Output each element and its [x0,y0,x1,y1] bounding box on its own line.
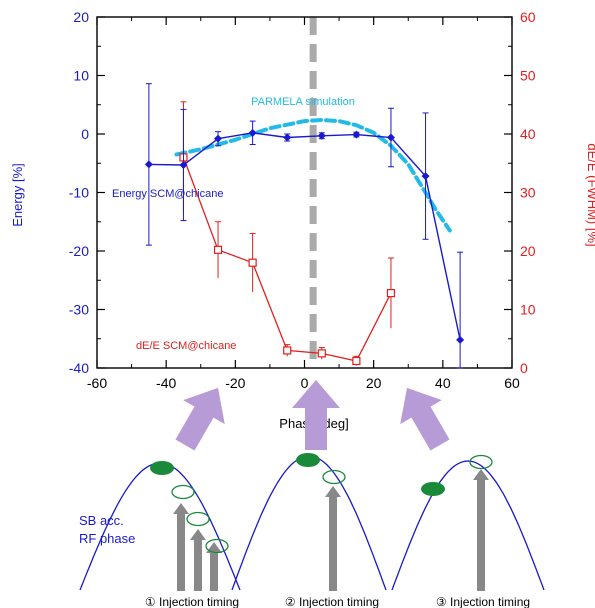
simulation-annotation: PARMELA simulation [251,96,355,108]
energy-point [283,133,292,142]
injection-arrow-shape [292,380,340,450]
plot-area: -60 -40 -20 0 20 40 60-40-30-20-10010200102030… [10,9,595,431]
timing-label-3: ③ Injection timing [436,595,530,608]
bunch-arrow [206,542,222,591]
spread-annotation: dE/E SCM@chicane [136,340,236,352]
y-left-tick-label: 0 [81,126,89,142]
bunch-arrow [473,469,489,591]
bunch-arrow-shaft [194,539,202,591]
rf-phase-diagram: SB acc. RF phase ① Injection timing ② Injec… [79,380,545,608]
y-right-tick-label: 50 [520,68,536,84]
energy-line [148,132,461,341]
bunch-outline [186,511,210,527]
spread-point [283,346,292,355]
y-right-tick-label: 30 [520,185,536,201]
bunch-arrow [190,529,206,591]
bunch-outline [469,454,493,470]
energy-point [352,130,361,139]
bunch-arrow-head [473,469,489,480]
rf-wave-3 [391,460,545,591]
y-left-tick-label: -30 [69,302,89,318]
bunch-outline [205,538,229,554]
injection-arrow-shape [175,387,225,451]
energy-point [421,172,430,181]
y-left-axis-label: Energy [%] [10,163,25,227]
energy-point [317,131,326,140]
bunch-arrow-shaft [177,513,185,591]
bunch-outline [171,484,195,500]
bunch-arrow [325,486,341,591]
bunch-arrow-shaft [210,552,218,591]
injection-arrow [400,387,450,451]
x-tick-label: 20 [366,375,382,391]
bunch-arrow-head [206,542,222,553]
y-left-tick-label: -40 [69,360,89,376]
y-right-tick-label: 40 [520,126,536,142]
spread-point [213,245,223,254]
injection-arrow [292,380,340,450]
bunch-outline [322,469,346,485]
x-tick-label: 60 [504,375,520,391]
x-tick-label: -40 [156,375,176,391]
curve-label-line2: RF phase [79,531,135,546]
spread-point [386,289,396,298]
y-right-tick-label: 10 [520,302,536,318]
energy-point [386,133,395,142]
energy-annotation: Energy SCM@chicane [112,188,223,200]
y-right-tick-label: 20 [520,243,536,259]
y-left-tick-label: 20 [73,9,89,25]
energy-point [179,161,188,170]
spread-point [352,356,361,366]
y-right-tick-label: 0 [520,360,528,376]
energy-point [248,128,257,137]
spread-point [317,349,326,358]
energy-point [144,160,153,169]
bunch-filled [150,461,174,475]
timing-label-1: ① Injection timing [145,595,239,608]
bunch-arrow-shaft [329,496,337,591]
timing-label-2: ② Injection timing [285,595,379,608]
x-tick-label: -20 [225,375,245,391]
y-right-axis-label: dE/E (FWHM) [%] [585,143,595,246]
bunch-arrow-head [173,503,189,514]
y-left-tick-label: -10 [69,185,89,201]
y-left-tick-label: 10 [73,68,89,84]
rf-wave-2 [231,455,387,591]
y-left-tick-label: -20 [69,243,89,259]
injection-arrow [175,387,225,451]
y-right-tick-label: 60 [520,9,536,25]
simulation-line [174,117,452,233]
injection-arrow-shape [400,387,450,451]
bunch-arrow-head [190,529,206,540]
bunch-filled [421,482,445,496]
bunch-arrow [173,503,189,591]
bunch-filled [296,453,320,467]
energy-point [456,335,465,344]
bunch-arrow-head [325,486,341,497]
x-tick-label: -60 [87,375,107,391]
spread-point [248,258,257,267]
curve-label-line1: SB acc. [79,513,124,528]
energy-point [214,134,223,143]
bunch-arrow-shaft [477,479,485,591]
x-tick-label: 0 [301,375,309,391]
x-tick-label: 40 [435,375,451,391]
